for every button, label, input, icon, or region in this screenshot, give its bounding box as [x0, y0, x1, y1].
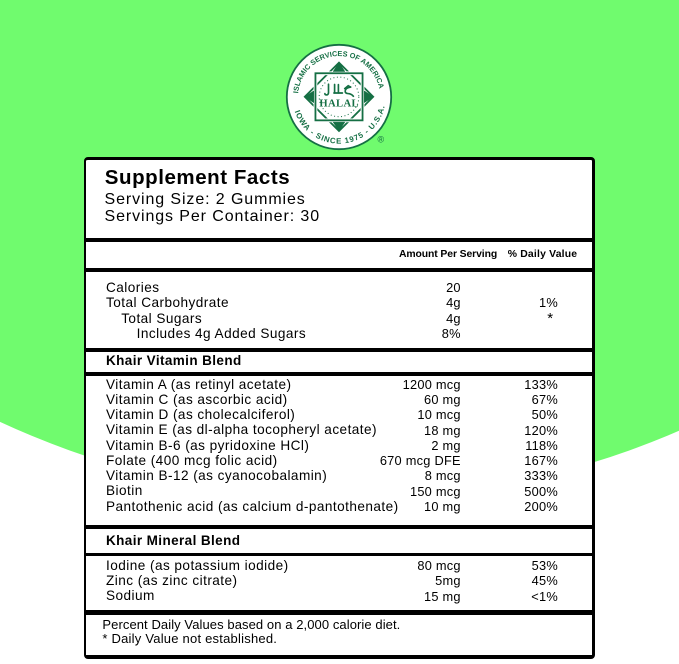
svg-text:®: ®: [378, 134, 385, 144]
svg-text:HALAL: HALAL: [319, 98, 359, 109]
